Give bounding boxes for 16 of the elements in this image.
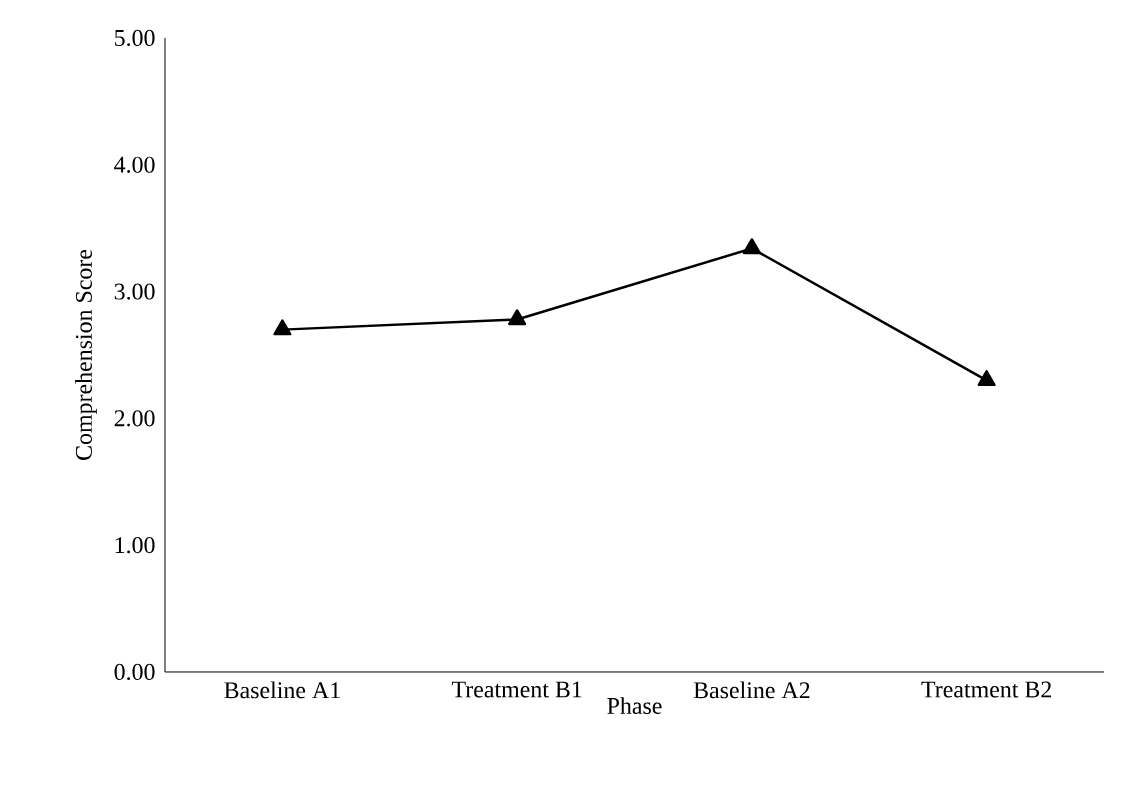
y-axis-title: Comprehension Score (75, 249, 97, 460)
y-tick-label: 0.00 (114, 663, 155, 681)
point (508, 309, 527, 326)
y-tick-label: 1.00 (115, 537, 155, 554)
x-tick-label: Treatment B2 (921, 681, 1051, 698)
y-tick-label: 3.00 (114, 283, 155, 300)
point (742, 238, 761, 255)
y-tick-label: 5.00 (115, 29, 155, 47)
point (977, 370, 996, 387)
x-axis-title: Phase (607, 697, 662, 714)
x-tick-label: Baseline A1 (224, 681, 340, 699)
x-tick-label: Treatment B1 (451, 681, 582, 698)
y-tick-label: 4.00 (114, 156, 155, 173)
y-tick-label: 2.00 (114, 410, 155, 427)
point (273, 319, 292, 336)
x-tick-label: Baseline A2 (693, 681, 810, 699)
